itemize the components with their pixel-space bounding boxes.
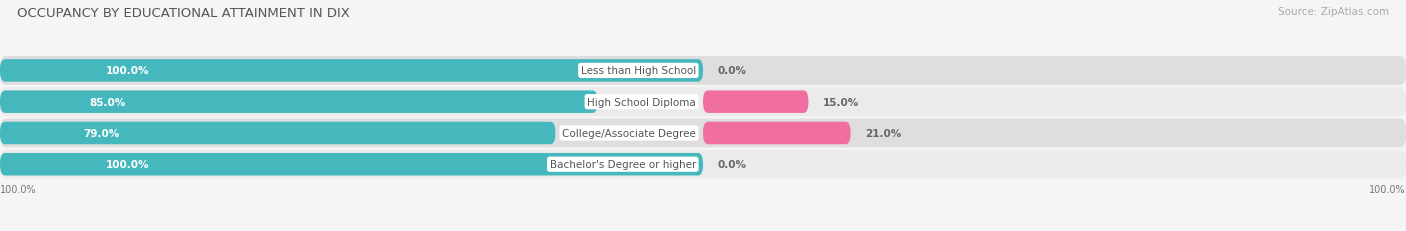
Text: OCCUPANCY BY EDUCATIONAL ATTAINMENT IN DIX: OCCUPANCY BY EDUCATIONAL ATTAINMENT IN D… xyxy=(17,7,350,20)
Text: 79.0%: 79.0% xyxy=(83,128,120,138)
FancyBboxPatch shape xyxy=(703,122,851,145)
FancyBboxPatch shape xyxy=(0,119,1406,148)
Text: Less than High School: Less than High School xyxy=(581,66,696,76)
FancyBboxPatch shape xyxy=(0,150,1406,179)
Text: 15.0%: 15.0% xyxy=(823,97,859,107)
FancyBboxPatch shape xyxy=(0,57,1406,85)
Text: High School Diploma: High School Diploma xyxy=(588,97,696,107)
FancyBboxPatch shape xyxy=(0,88,1406,117)
FancyBboxPatch shape xyxy=(703,91,808,113)
Text: 100.0%: 100.0% xyxy=(1369,184,1406,194)
Text: Source: ZipAtlas.com: Source: ZipAtlas.com xyxy=(1278,7,1389,17)
Text: Bachelor's Degree or higher: Bachelor's Degree or higher xyxy=(550,160,696,170)
Text: 21.0%: 21.0% xyxy=(865,128,901,138)
Text: 0.0%: 0.0% xyxy=(717,160,747,170)
FancyBboxPatch shape xyxy=(0,60,703,82)
Text: 100.0%: 100.0% xyxy=(105,66,149,76)
Text: 100.0%: 100.0% xyxy=(105,160,149,170)
Text: 0.0%: 0.0% xyxy=(717,66,747,76)
FancyBboxPatch shape xyxy=(0,91,598,113)
Text: 100.0%: 100.0% xyxy=(0,184,37,194)
FancyBboxPatch shape xyxy=(0,122,555,145)
FancyBboxPatch shape xyxy=(0,153,703,176)
Text: College/Associate Degree: College/Associate Degree xyxy=(562,128,696,138)
Text: 85.0%: 85.0% xyxy=(90,97,127,107)
